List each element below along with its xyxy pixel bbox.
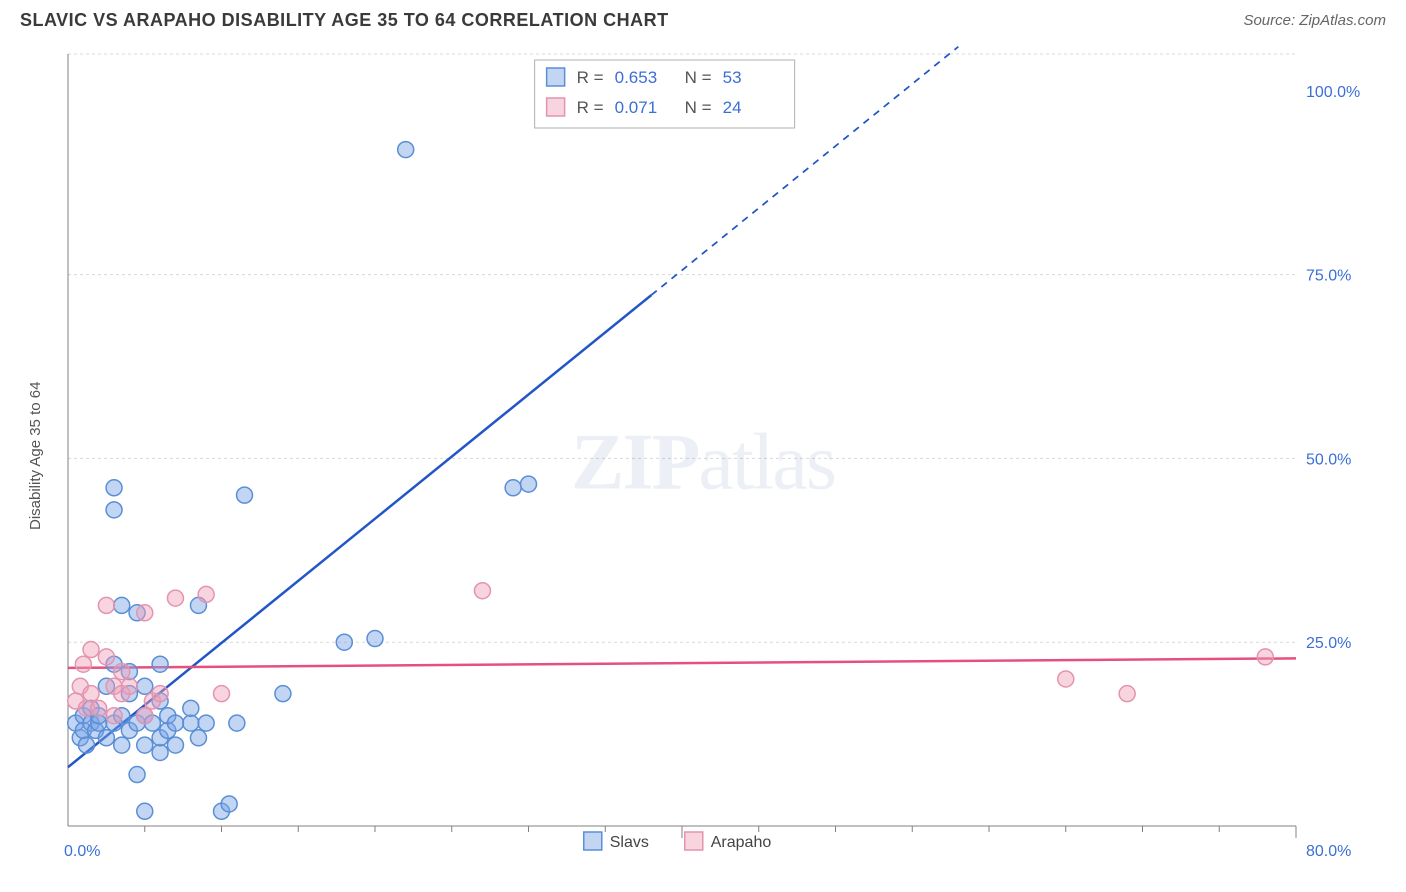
point-slavs	[114, 597, 130, 613]
point-slavs	[152, 656, 168, 672]
chart-area: 25.0% 50.0% 75.0% 100.0% 0.0% 80.0% Disability…	[20, 44, 1386, 882]
point-arapaho	[106, 708, 122, 724]
point-slavs	[183, 715, 199, 731]
trend-line-arapaho	[68, 658, 1296, 668]
point-slavs	[106, 502, 122, 518]
scatter-chart-svg: 25.0% 50.0% 75.0% 100.0% 0.0% 80.0% Disability…	[20, 44, 1386, 882]
legend-swatch	[685, 832, 703, 850]
point-slavs	[137, 803, 153, 819]
point-arapaho	[1119, 686, 1135, 702]
point-slavs	[198, 715, 214, 731]
point-slavs	[183, 700, 199, 716]
stats-n-label: N =	[685, 68, 712, 87]
legend-label: Slavs	[610, 834, 649, 851]
stats-swatch	[547, 98, 565, 116]
point-arapaho	[91, 700, 107, 716]
point-slavs	[137, 678, 153, 694]
point-arapaho	[198, 586, 214, 602]
stats-r-label: R =	[577, 98, 604, 117]
point-arapaho	[214, 686, 230, 702]
point-slavs	[237, 487, 253, 503]
y-tick-label: 25.0%	[1306, 635, 1351, 652]
point-slavs	[521, 476, 537, 492]
point-arapaho	[137, 605, 153, 621]
stats-n-value: 24	[723, 98, 742, 117]
y-tick-label: 100.0%	[1306, 84, 1360, 101]
point-slavs	[167, 737, 183, 753]
point-slavs	[129, 767, 145, 783]
point-slavs	[167, 715, 183, 731]
stats-box	[535, 60, 795, 128]
point-slavs	[152, 744, 168, 760]
point-arapaho	[474, 583, 490, 599]
y-tick-label: 75.0%	[1306, 268, 1351, 285]
stats-r-label: R =	[577, 68, 604, 87]
point-slavs	[137, 737, 153, 753]
x-tick-label-right: 80.0%	[1306, 843, 1351, 860]
point-slavs	[106, 480, 122, 496]
legend-label: Arapaho	[711, 834, 772, 851]
x-tick-label: 0.0%	[64, 843, 100, 860]
point-arapaho	[83, 642, 99, 658]
point-arapaho	[83, 686, 99, 702]
point-slavs	[505, 480, 521, 496]
point-slavs	[336, 634, 352, 650]
point-slavs	[275, 686, 291, 702]
stats-swatch	[547, 68, 565, 86]
chart-title: SLAVIC VS ARAPAHO DISABILITY AGE 35 TO 6…	[20, 10, 669, 31]
point-arapaho	[114, 664, 130, 680]
source-attribution: Source: ZipAtlas.com	[1243, 12, 1386, 29]
point-arapaho	[75, 656, 91, 672]
point-slavs	[98, 730, 114, 746]
point-slavs	[190, 730, 206, 746]
legend-swatch	[584, 832, 602, 850]
point-arapaho	[1257, 649, 1273, 665]
y-axis-label: Disability Age 35 to 64	[27, 382, 44, 530]
point-slavs	[114, 737, 130, 753]
stats-r-value: 0.071	[615, 98, 658, 117]
point-slavs	[398, 142, 414, 158]
point-slavs	[78, 737, 94, 753]
point-slavs	[367, 631, 383, 647]
point-arapaho	[98, 597, 114, 613]
point-slavs	[229, 715, 245, 731]
y-tick-label: 50.0%	[1306, 451, 1351, 468]
point-arapaho	[121, 678, 137, 694]
point-arapaho	[152, 686, 168, 702]
point-arapaho	[98, 649, 114, 665]
point-slavs	[221, 796, 237, 812]
point-arapaho	[137, 708, 153, 724]
point-arapaho	[167, 590, 183, 606]
stats-r-value: 0.653	[615, 68, 658, 87]
stats-n-label: N =	[685, 98, 712, 117]
stats-n-value: 53	[723, 68, 742, 87]
point-arapaho	[1058, 671, 1074, 687]
